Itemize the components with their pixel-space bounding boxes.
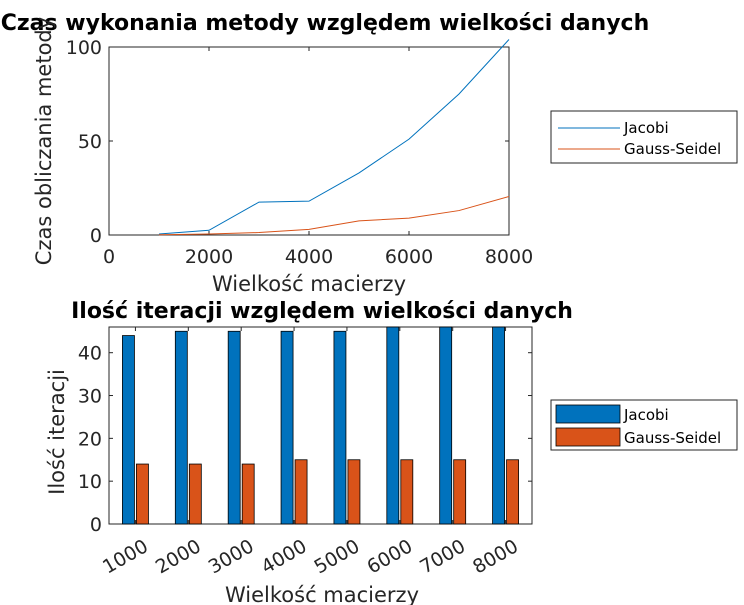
x-tick-label: 5000 — [311, 535, 364, 578]
bar-gauss-seidel-1000 — [136, 464, 148, 524]
x-tick-label: 4000 — [285, 246, 333, 268]
y-tick-label: 50 — [78, 131, 102, 153]
bar-gauss-seidel-7000 — [454, 460, 466, 524]
x-tick-label: 8000 — [485, 246, 533, 268]
legend: Jacobi Gauss-Seidel — [551, 400, 737, 450]
x-tick-label: 4000 — [258, 535, 311, 578]
y-tick-label: 20 — [78, 428, 102, 450]
x-tick-label: 6000 — [385, 246, 433, 268]
x-tick-label: 3000 — [205, 535, 258, 578]
legend-swatch-gauss-seidel — [556, 428, 620, 446]
bar-gauss-seidel-3000 — [242, 464, 254, 524]
bar-jacobi-4000 — [281, 331, 293, 524]
legend-swatch-jacobi — [556, 405, 620, 423]
y-axis-label: Ilość iteracji — [45, 369, 69, 495]
y-axis-label: Czas obliczania metody — [32, 17, 56, 265]
plot-area — [109, 47, 509, 235]
bar-gauss-seidel-5000 — [348, 460, 360, 524]
bar-jacobi-6000 — [387, 327, 399, 524]
bar-jacobi-5000 — [334, 331, 346, 524]
chart-title: Ilość iteracji względem wielkości danych — [71, 299, 573, 324]
x-axis-label: Wielkość macierzy — [225, 583, 419, 605]
x-tick-label: 6000 — [363, 535, 416, 578]
bar-gauss-seidel-8000 — [507, 460, 519, 524]
legend-label-jacobi: Jacobi — [623, 406, 669, 424]
chart-title: Czas wykonania metody względem wielkości… — [1, 11, 650, 36]
y-tick-label: 40 — [78, 343, 102, 365]
legend: Jacobi Gauss-Seidel — [551, 111, 737, 163]
y-tick-label: 0 — [90, 514, 102, 536]
plot-area — [109, 327, 532, 524]
bar-jacobi-3000 — [228, 331, 240, 524]
bar-gauss-seidel-2000 — [189, 464, 201, 524]
x-tick-label: 2000 — [185, 246, 233, 268]
bar-chart: Ilość iteracji względem wielkości danych… — [45, 299, 737, 605]
x-tick-label: 8000 — [469, 535, 522, 578]
bar-gauss-seidel-6000 — [401, 460, 413, 524]
bar-jacobi-7000 — [440, 327, 452, 524]
bar-jacobi-2000 — [175, 331, 187, 524]
bar-jacobi-1000 — [122, 336, 134, 524]
y-tick-label: 10 — [78, 471, 102, 493]
x-tick-label: 1000 — [99, 535, 152, 578]
y-tick-label: 100 — [66, 37, 102, 59]
legend-label-jacobi: Jacobi — [623, 119, 669, 137]
x-tick-label: 2000 — [152, 535, 205, 578]
line-chart: Czas wykonania metody względem wielkości… — [1, 11, 737, 296]
x-tick-label: 7000 — [416, 535, 469, 578]
bar-gauss-seidel-4000 — [295, 460, 307, 524]
legend-label-gauss-seidel: Gauss-Seidel — [624, 429, 721, 447]
y-tick-label: 0 — [90, 225, 102, 247]
legend-label-gauss-seidel: Gauss-Seidel — [624, 140, 721, 158]
y-tick-label: 30 — [78, 386, 102, 408]
bar-jacobi-8000 — [493, 327, 505, 524]
x-axis-label: Wielkość macierzy — [212, 272, 406, 296]
x-tick-label: 0 — [103, 246, 115, 268]
